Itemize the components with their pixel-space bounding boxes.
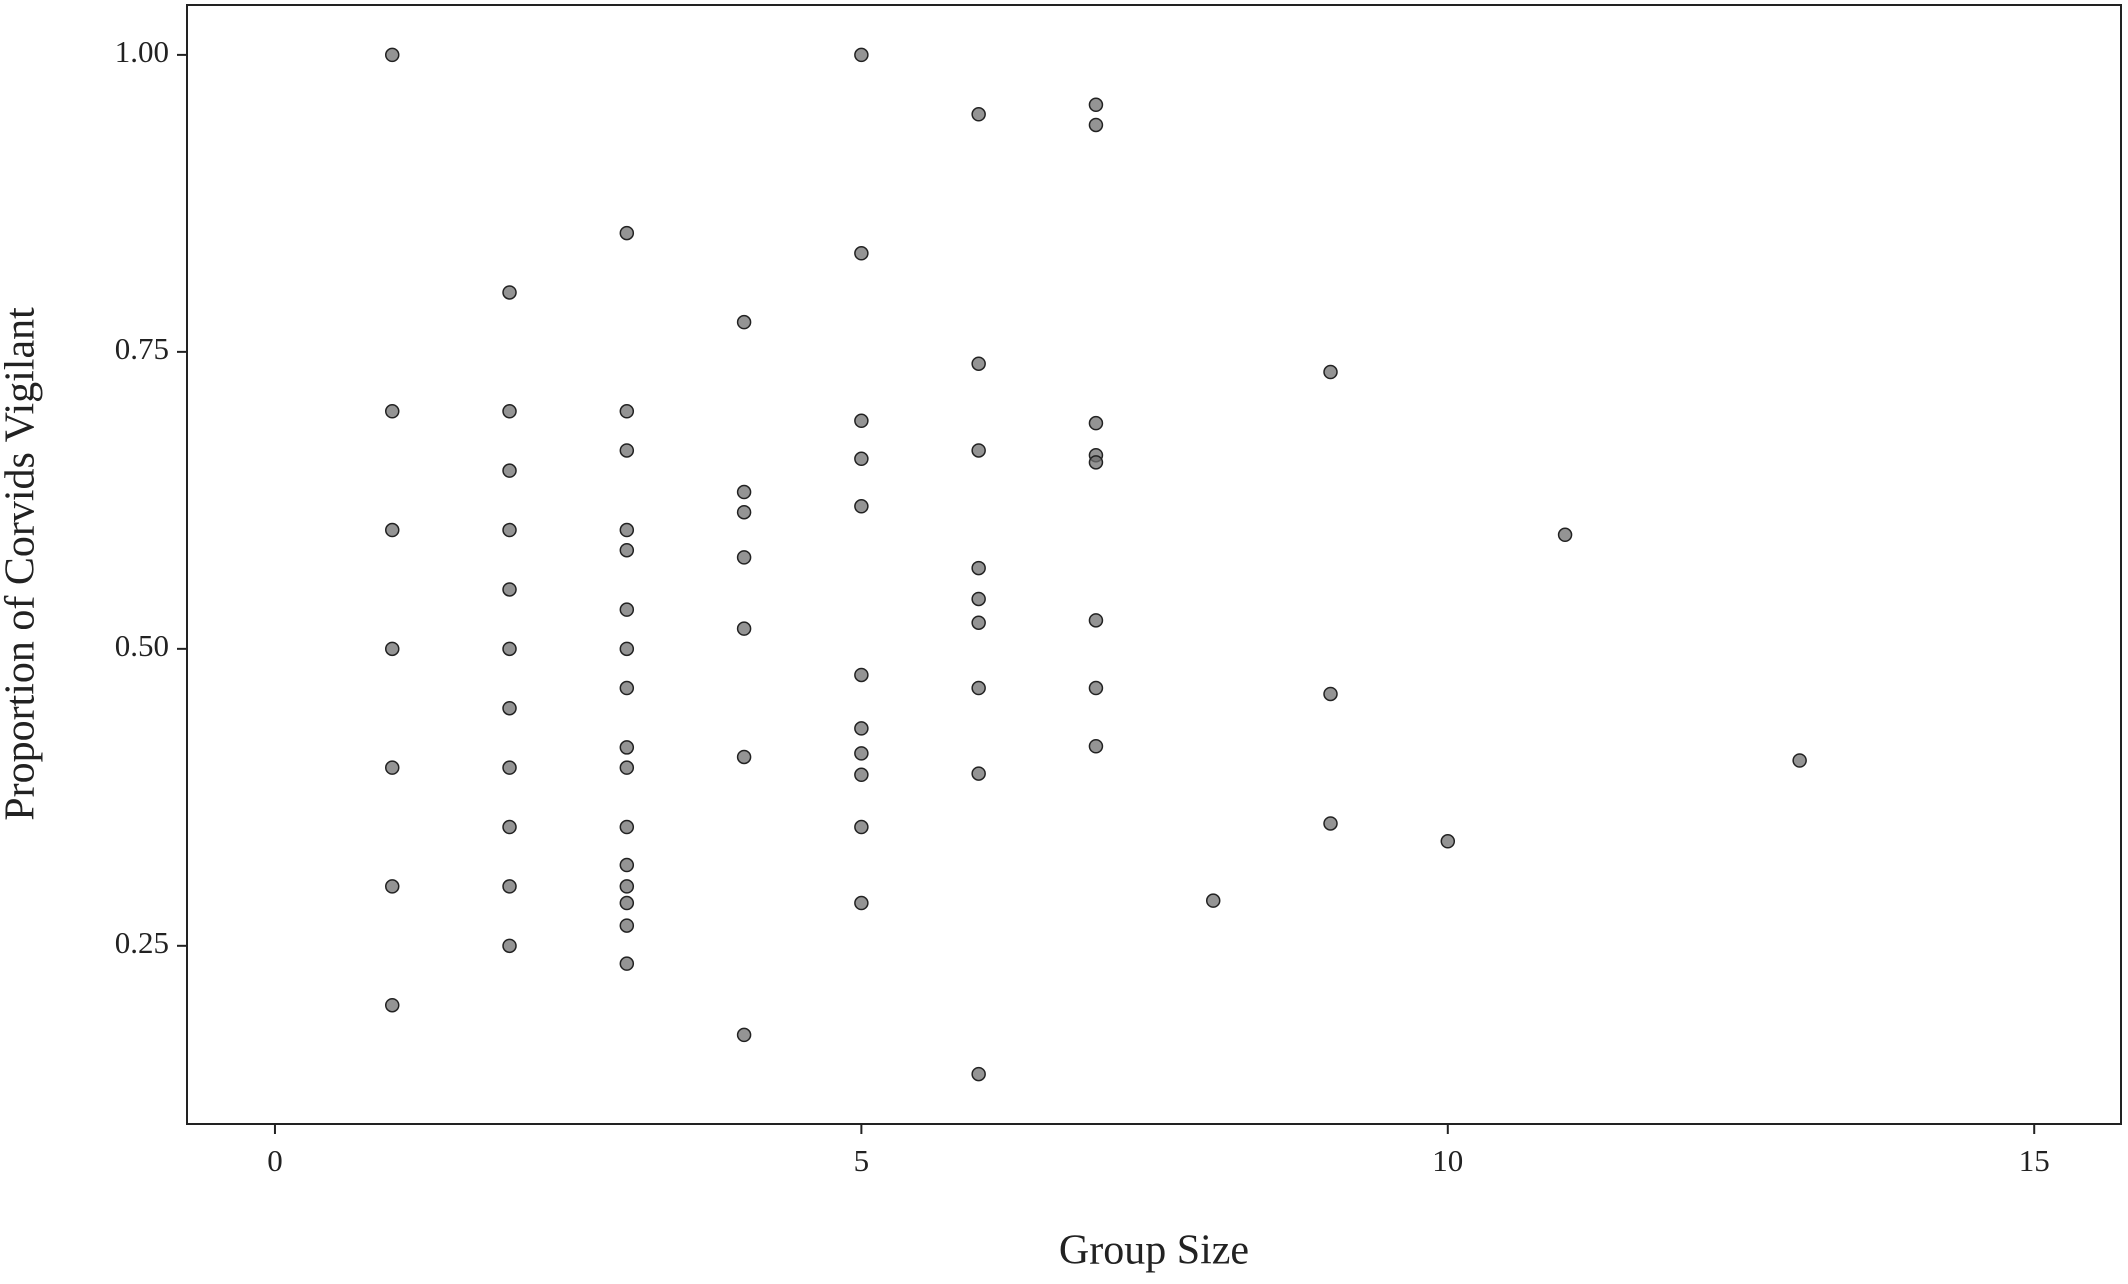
point xyxy=(1088,97,1104,113)
point xyxy=(384,641,400,657)
point xyxy=(854,819,869,835)
point xyxy=(384,404,400,419)
point xyxy=(971,443,986,458)
point xyxy=(971,766,986,781)
point xyxy=(971,560,986,576)
point xyxy=(1088,738,1104,754)
point xyxy=(619,602,635,617)
point xyxy=(1792,753,1807,768)
x-axis-title: Group Size xyxy=(1059,1228,1249,1274)
point xyxy=(619,641,635,657)
point xyxy=(384,879,400,894)
point xyxy=(971,356,986,371)
point xyxy=(854,767,869,783)
point xyxy=(619,225,635,241)
point xyxy=(502,700,517,716)
point xyxy=(619,542,635,558)
y-tick-label: 1.00 xyxy=(115,34,169,69)
point xyxy=(619,819,635,835)
plot-frame xyxy=(186,4,2122,1125)
point xyxy=(619,879,635,894)
point xyxy=(619,740,635,755)
point xyxy=(619,680,635,696)
point xyxy=(854,895,869,911)
point xyxy=(1323,686,1338,702)
y-tick-label: 0.25 xyxy=(115,925,169,960)
point xyxy=(854,746,869,761)
point xyxy=(502,522,517,538)
point xyxy=(502,641,517,657)
point xyxy=(619,760,635,775)
point xyxy=(736,749,752,765)
point xyxy=(736,621,752,636)
point xyxy=(1088,613,1104,628)
point xyxy=(971,107,986,122)
point xyxy=(971,591,986,607)
point xyxy=(854,246,869,261)
point xyxy=(1323,364,1338,380)
point xyxy=(502,582,517,597)
y-tick-label: 0.50 xyxy=(115,628,169,663)
point xyxy=(971,1066,986,1082)
point xyxy=(736,504,752,520)
point xyxy=(619,443,635,458)
x-tick-label: 15 xyxy=(2019,1143,2050,1178)
point xyxy=(854,413,869,429)
point xyxy=(971,615,986,630)
point xyxy=(1205,893,1221,908)
point xyxy=(384,997,400,1013)
point xyxy=(971,680,986,696)
point xyxy=(384,760,400,775)
point xyxy=(1088,415,1104,431)
point xyxy=(1557,527,1573,543)
point xyxy=(1323,816,1338,831)
point xyxy=(619,956,635,971)
point xyxy=(502,404,517,419)
point xyxy=(502,463,517,478)
point xyxy=(502,760,517,775)
point xyxy=(502,285,517,300)
point xyxy=(854,451,869,467)
point xyxy=(619,918,635,933)
point xyxy=(384,522,400,538)
y-tick-label: 0.75 xyxy=(115,331,169,366)
point xyxy=(1088,455,1104,470)
point xyxy=(1088,117,1104,133)
point xyxy=(619,857,635,873)
y-axis-title: Proportion of Corvids Vigilant xyxy=(0,307,44,821)
point xyxy=(854,721,869,736)
point xyxy=(1440,834,1456,849)
point xyxy=(384,47,400,63)
point xyxy=(502,879,517,894)
point xyxy=(736,1027,752,1043)
point xyxy=(854,47,869,63)
point xyxy=(1088,680,1104,696)
point xyxy=(736,550,752,565)
point xyxy=(619,895,635,911)
point xyxy=(854,667,869,683)
x-tick-label: 5 xyxy=(854,1143,870,1178)
x-tick-label: 0 xyxy=(267,1143,283,1178)
point xyxy=(736,484,752,500)
point xyxy=(619,404,635,419)
point xyxy=(736,314,752,330)
point xyxy=(502,938,517,954)
point xyxy=(619,522,635,538)
x-tick-label: 10 xyxy=(1432,1143,1463,1178)
point xyxy=(854,499,869,514)
point xyxy=(502,819,517,835)
